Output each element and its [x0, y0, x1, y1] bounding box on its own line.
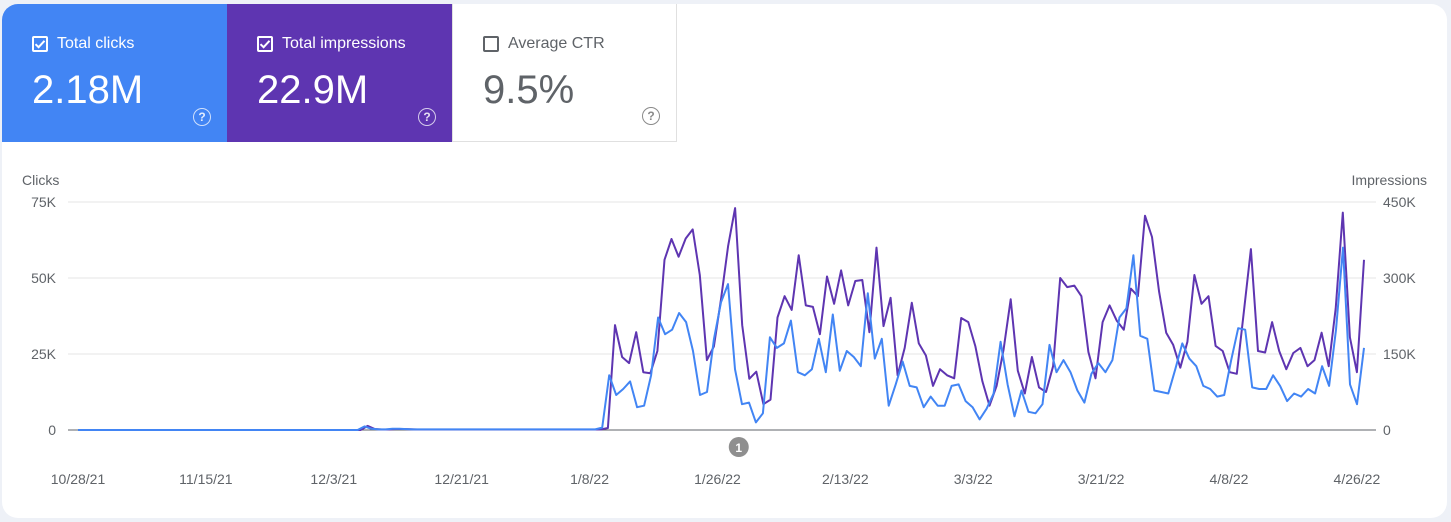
x-tick-label: 12/21/21: [434, 471, 489, 487]
y-axis-right-label: Impressions: [1352, 172, 1427, 188]
average-ctr-card[interactable]: Average CTR 9.5% ?: [452, 4, 677, 142]
y-left-tick-label: 50K: [31, 270, 57, 286]
total-clicks-header[interactable]: Total clicks: [32, 35, 134, 53]
annotation-marker: [728, 437, 749, 457]
y-left-tick-label: 0: [48, 422, 56, 438]
help-circle-icon[interactable]: ?: [193, 108, 211, 126]
annotation-label: 1: [735, 441, 742, 455]
y-right-tick-label: 300K: [1383, 270, 1416, 286]
total-impressions-value: 22.9M: [257, 68, 369, 112]
total-impressions-card[interactable]: Total impressions 22.9M ?: [227, 4, 452, 142]
x-tick-label: 1/8/22: [570, 471, 609, 487]
help-circle-icon[interactable]: ?: [642, 107, 660, 125]
help-circle-icon[interactable]: ?: [418, 108, 436, 126]
total-impressions-header[interactable]: Total impressions: [257, 35, 406, 53]
x-tick-label: 11/15/21: [179, 471, 233, 487]
y-right-tick-label: 450K: [1383, 194, 1416, 210]
y-axis-left-label: Clicks: [22, 172, 59, 188]
y-right-tick-label: 0: [1383, 422, 1391, 438]
x-tick-label: 3/3/22: [954, 471, 993, 487]
total-clicks-label: Total clicks: [57, 35, 135, 52]
checkbox-icon[interactable]: [32, 36, 48, 52]
impressions-series-line: [78, 207, 1365, 431]
average-ctr-value: 9.5%: [483, 68, 575, 112]
y-left-tick-label: 25K: [31, 346, 57, 362]
y-left-tick-label: 75K: [31, 194, 57, 210]
x-tick-label: 4/26/22: [1334, 471, 1381, 487]
checkbox-icon[interactable]: [483, 36, 499, 52]
x-tick-label: 2/13/22: [822, 471, 869, 487]
x-tick-label: 4/8/22: [1210, 471, 1249, 487]
checkbox-icon[interactable]: [257, 36, 273, 52]
total-clicks-card[interactable]: Total clicks 2.18M ?: [2, 4, 227, 142]
average-ctr-header[interactable]: Average CTR: [483, 35, 605, 53]
metric-cards: Total clicks 2.18M ? Total impressions 2…: [2, 4, 677, 142]
x-tick-label: 3/21/22: [1078, 471, 1125, 487]
clicks-series-line: [78, 246, 1365, 431]
total-clicks-value: 2.18M: [32, 68, 144, 112]
performance-chart: Clicks Impressions 0 0 25K 150K 50K 300K 75K 450K…: [22, 172, 1427, 487]
average-ctr-label: Average CTR: [508, 35, 605, 52]
x-tick-label: 10/28/21: [51, 471, 106, 487]
x-tick-label: 12/3/21: [310, 471, 357, 487]
total-impressions-label: Total impressions: [282, 35, 406, 52]
x-tick-label: 1/26/22: [694, 471, 741, 487]
y-right-tick-label: 150K: [1383, 346, 1416, 362]
performance-panel: Total clicks 2.18M ? Total impressions 2…: [2, 4, 1447, 518]
